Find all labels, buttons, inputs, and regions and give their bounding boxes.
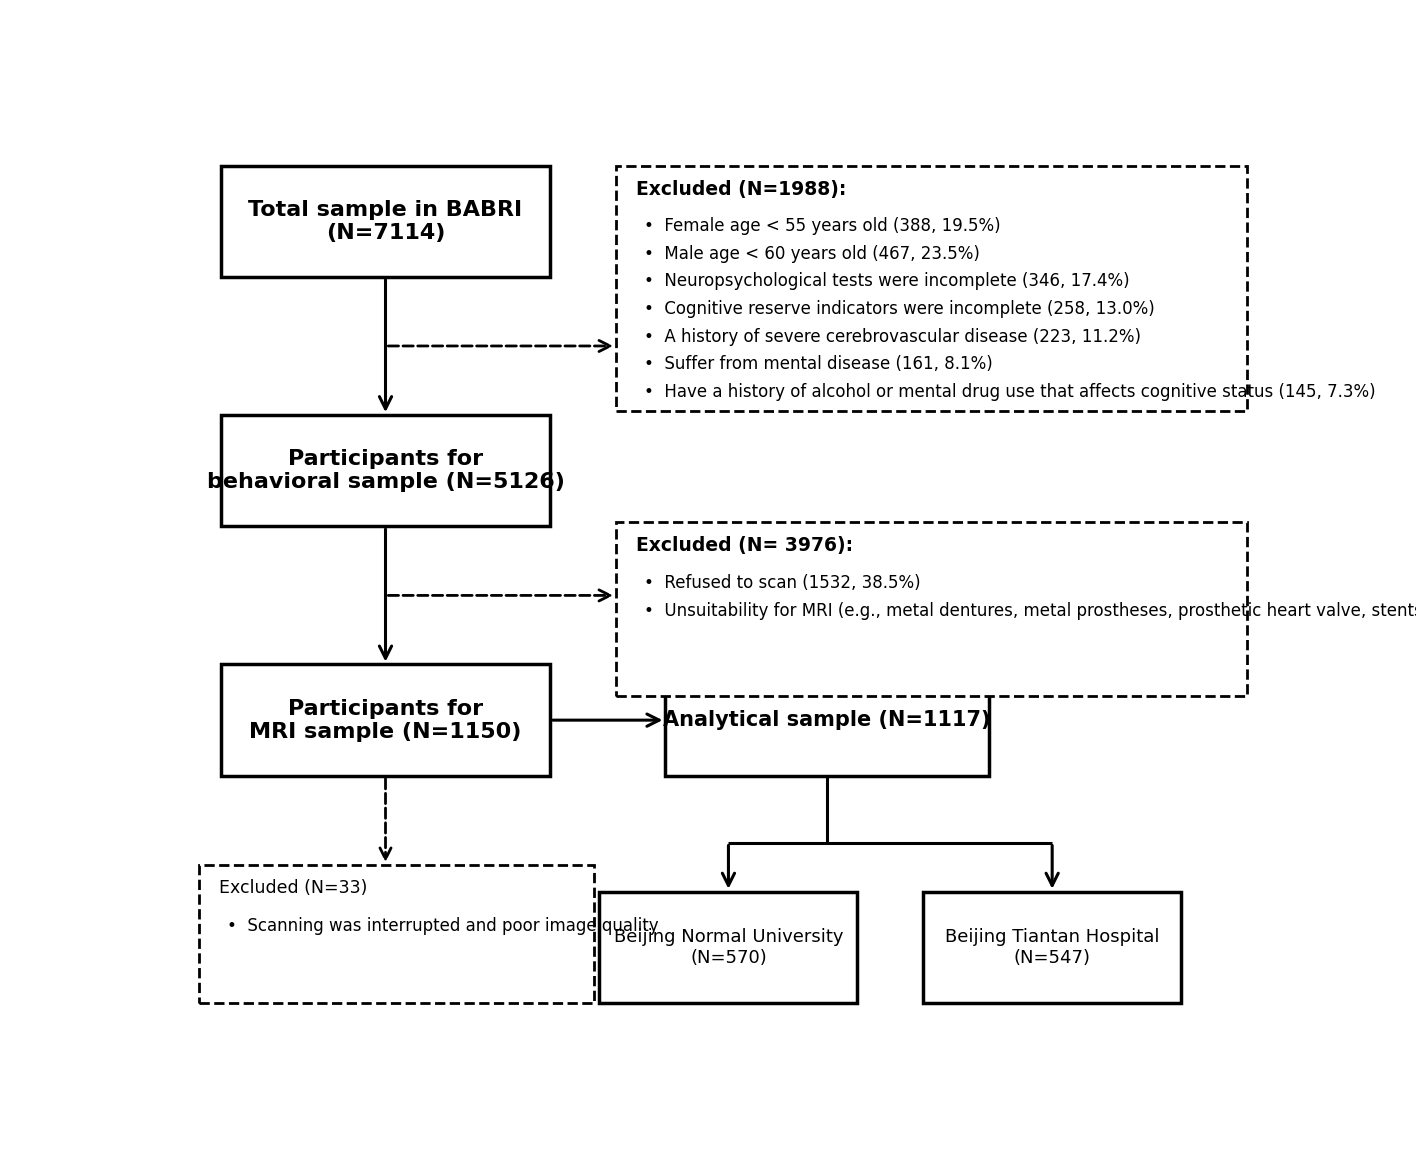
Text: Participants for
behavioral sample (N=5126): Participants for behavioral sample (N=51… — [207, 449, 565, 492]
Text: Total sample in BABRI
(N=7114): Total sample in BABRI (N=7114) — [248, 200, 523, 243]
Text: •  Scanning was interrupted and poor image quality: • Scanning was interrupted and poor imag… — [228, 916, 658, 935]
Text: Excluded (N=33): Excluded (N=33) — [218, 879, 367, 897]
Text: •  Neuropsychological tests were incomplete (346, 17.4%): • Neuropsychological tests were incomple… — [644, 273, 1130, 290]
Bar — [616, 165, 1247, 411]
Text: •  Have a history of alcohol or mental drug use that affects cognitive status (1: • Have a history of alcohol or mental dr… — [644, 383, 1376, 401]
Text: •  Unsuitability for MRI (e.g., metal dentures, metal prostheses, prosthetic hea: • Unsuitability for MRI (e.g., metal den… — [644, 602, 1416, 620]
Bar — [923, 892, 1181, 1003]
Text: Excluded (N= 3976):: Excluded (N= 3976): — [636, 536, 852, 555]
Text: Beijing Tiantan Hospital
(N=547): Beijing Tiantan Hospital (N=547) — [944, 928, 1160, 967]
Text: Analytical sample (N=1117): Analytical sample (N=1117) — [664, 710, 991, 730]
Text: •  Suffer from mental disease (161, 8.1%): • Suffer from mental disease (161, 8.1%) — [644, 355, 993, 374]
Text: Participants for
MRI sample (N=1150): Participants for MRI sample (N=1150) — [249, 699, 521, 742]
Bar — [221, 415, 549, 526]
Text: •  Refused to scan (1532, 38.5%): • Refused to scan (1532, 38.5%) — [644, 574, 922, 591]
Text: Excluded (N=1988):: Excluded (N=1988): — [636, 179, 847, 199]
Bar — [666, 664, 988, 776]
Text: •  A history of severe cerebrovascular disease (223, 11.2%): • A history of severe cerebrovascular di… — [644, 327, 1141, 346]
Text: Beijing Normal University
(N=570): Beijing Normal University (N=570) — [613, 928, 843, 967]
Text: •  Female age < 55 years old (388, 19.5%): • Female age < 55 years old (388, 19.5%) — [644, 218, 1001, 235]
Bar — [221, 165, 549, 277]
Bar — [221, 664, 549, 776]
Text: •  Cognitive reserve indicators were incomplete (258, 13.0%): • Cognitive reserve indicators were inco… — [644, 300, 1155, 318]
Bar — [599, 892, 858, 1003]
Bar — [198, 865, 595, 1003]
Text: •  Male age < 60 years old (467, 23.5%): • Male age < 60 years old (467, 23.5%) — [644, 245, 980, 263]
Bar — [616, 522, 1247, 695]
